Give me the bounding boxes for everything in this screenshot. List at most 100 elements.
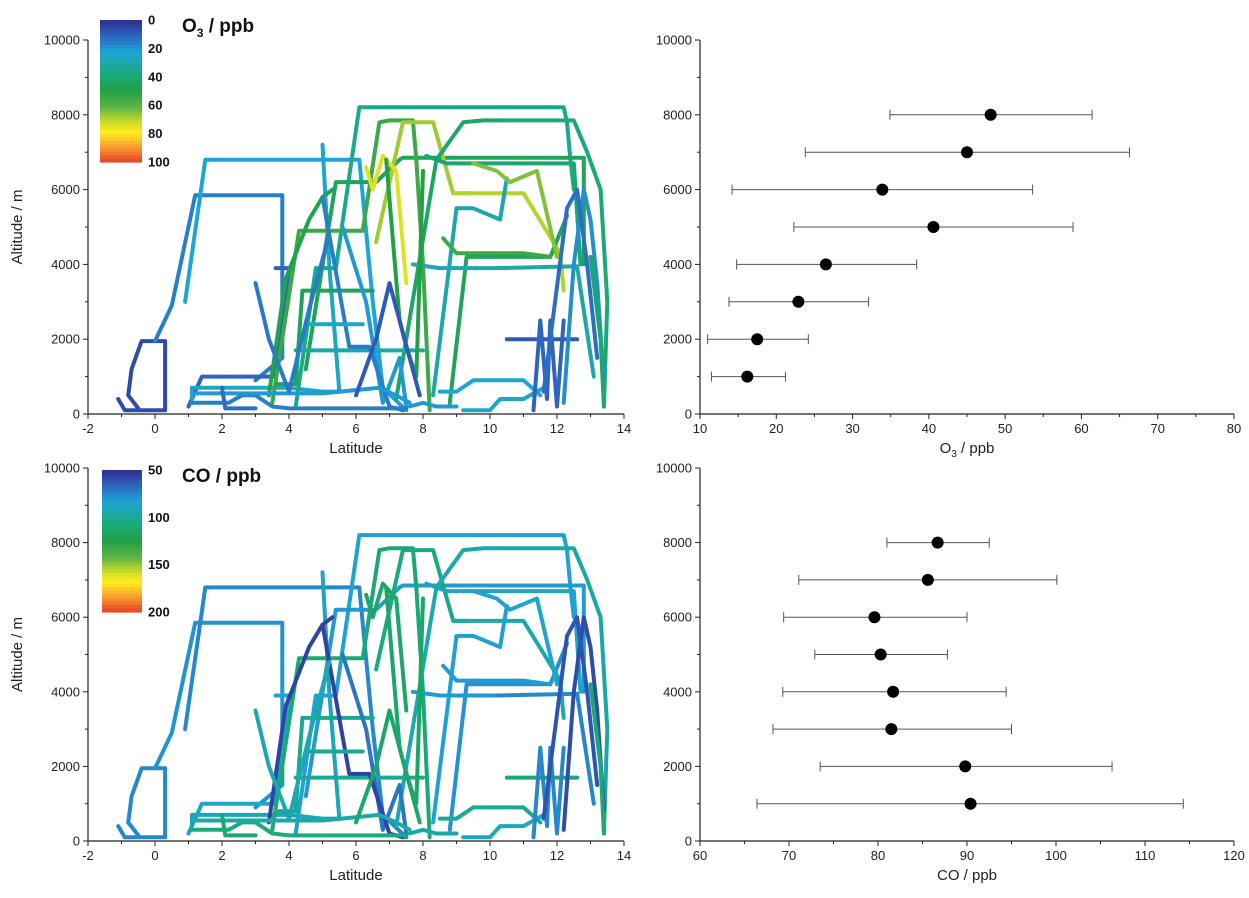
co-track-colorbar-swatch	[102, 498, 142, 503]
co-track-colorbar-swatch	[102, 519, 142, 524]
co-track-flight-track	[303, 583, 586, 799]
o3-track-colorbar-swatch	[100, 126, 142, 131]
o3-track-colorbar-swatch	[100, 55, 142, 60]
co-profile-mean-point	[868, 611, 881, 624]
o3-track-colorbar-swatch	[100, 94, 142, 99]
co-track-x-tick-label: -2	[82, 848, 94, 863]
co-track-flight-track	[407, 827, 459, 836]
co-track-flight-track	[364, 581, 409, 713]
o3-track-x-tick-label: 8	[419, 421, 426, 436]
co-track-flight-track	[253, 660, 332, 821]
o3-track-colorbar-swatch	[100, 44, 142, 49]
o3-profile-mean-point	[927, 221, 940, 233]
co-track-colorbar-tick-label: 200	[148, 605, 170, 620]
co-track-colorbar-swatch	[102, 494, 142, 499]
co-track-y-tick-label: 2000	[51, 759, 80, 774]
o3-track-colorbar-swatch	[100, 137, 142, 142]
co-track-colorbar-swatch	[102, 473, 142, 478]
co-track-flight-track	[193, 812, 412, 832]
co-track-colorbar-swatch	[102, 558, 142, 563]
o3-track-colorbar-tick-label: 0	[148, 13, 155, 28]
co-profile-y-tick-label: 6000	[663, 610, 692, 625]
o3-track-colorbar-swatch	[100, 91, 142, 96]
co-track-colorbar-swatch	[102, 512, 142, 517]
co-track-flight-track	[340, 652, 409, 836]
o3-track-flight-track	[183, 157, 409, 413]
o3-profile-xlabel-sub: 3	[951, 449, 957, 460]
co-track-colorbar-swatch	[102, 491, 142, 496]
co-track-colorbar-swatch	[102, 470, 142, 475]
co-profile-x-tick-label: 100	[1045, 848, 1067, 863]
o3-profile-xlabel-unit: / ppb	[957, 440, 995, 457]
o3-track-x-tick-label: -2	[82, 421, 94, 436]
o3-track-flight-track	[193, 385, 412, 405]
o3-track-colorbar-swatch	[100, 20, 142, 25]
co-profile-mean-point	[959, 760, 972, 773]
o3-track-colorbar-swatch	[100, 133, 142, 138]
o3-track-flight-track	[424, 153, 583, 267]
o3-colorbar-title-main: O	[182, 16, 197, 37]
co-profile-axes: 60 70 80 90 100 110 120 0 2000 4000 6000 8000 10000	[656, 461, 1245, 864]
co-track-colorbar-swatch	[102, 537, 142, 542]
co-track-colorbar-swatch	[102, 530, 142, 535]
o3-track-colorbar-swatch	[100, 83, 142, 89]
co-track-y-tick-label: 0	[73, 834, 80, 849]
o3-track-flight-track	[340, 225, 409, 409]
o3-track-colorbar-swatch	[100, 147, 142, 152]
o3-track-flight-track	[407, 400, 459, 409]
co-track-colorbar-swatch	[102, 597, 142, 602]
o3-track-colorbar-swatch	[100, 140, 142, 145]
co-track-flight-track	[471, 589, 559, 687]
co-track-colorbar-tick-label: 150	[148, 557, 170, 572]
o3-track-colorbar-swatch	[100, 76, 142, 81]
co-profile-y-tick-label: 0	[685, 834, 692, 849]
co-track-flight-track	[410, 689, 499, 698]
o3-track-flight-track	[431, 176, 509, 398]
co-track-flight-track	[437, 805, 543, 825]
o3-track-colorbar-tick-label: 20	[148, 41, 162, 56]
o3-track-x-tick-label: 2	[218, 421, 225, 436]
co-track-colorbar-tick-label: 50	[148, 463, 162, 478]
o3-track-flight-track	[273, 288, 375, 387]
co-colorbar-title: CO / ppb	[182, 466, 261, 487]
o3-profile-y-tick-label: 0	[685, 407, 692, 422]
o3-profile-x-tick-label: 50	[998, 421, 1012, 436]
o3-track-colorbar-swatch	[100, 62, 142, 67]
co-track-colorbar-tick-label: 100	[148, 510, 170, 525]
o3-track-flight-track	[153, 193, 285, 383]
co-track-colorbar-swatch	[102, 604, 142, 610]
co-track-flight-track	[220, 812, 258, 838]
o3-track-flight-track	[354, 281, 422, 398]
o3-profile-x-tick-label: 30	[845, 421, 859, 436]
o3-track-colorbar-swatch	[100, 108, 142, 113]
co-track-xlabel: Latitude	[329, 867, 382, 884]
o3-track-x-tick-label: 14	[617, 421, 631, 436]
co-track-flight-track	[588, 682, 606, 836]
o3-track-flight-track	[441, 236, 553, 259]
co-track-colorbar-swatch	[102, 583, 142, 588]
co-track-x-tick-label: 12	[550, 848, 564, 863]
co-track-colorbar-swatch	[102, 516, 142, 521]
co-track-colorbar-swatch	[102, 548, 142, 553]
o3-track-flight-track	[588, 254, 606, 409]
co-track-x-tick-label: 0	[151, 848, 158, 863]
co-track-x-tick-label: 6	[352, 848, 359, 863]
co-profile-x-tick-label: 120	[1223, 848, 1245, 863]
o3-colorbar-title-unit: / ppb	[203, 16, 254, 37]
co-track-flight-track	[116, 766, 168, 840]
co-track-marks	[116, 533, 610, 840]
co-track-colorbar-swatch	[102, 523, 142, 528]
o3-track-y-tick-label: 4000	[51, 257, 80, 272]
co-track-flight-track	[424, 581, 583, 694]
co-profile-x-tick-label: 70	[782, 848, 796, 863]
co-profile-y-tick-label: 10000	[656, 461, 692, 476]
o3-profile-xlabel: O3 / ppb	[940, 440, 995, 460]
co-track-flight-track	[461, 812, 546, 840]
o3-track-colorbar-swatch	[100, 41, 142, 46]
co-profile-x-tick-label: 110	[1135, 848, 1156, 863]
co-profile-mean-point	[885, 723, 898, 736]
co-track-y-tick-label: 6000	[51, 610, 80, 625]
